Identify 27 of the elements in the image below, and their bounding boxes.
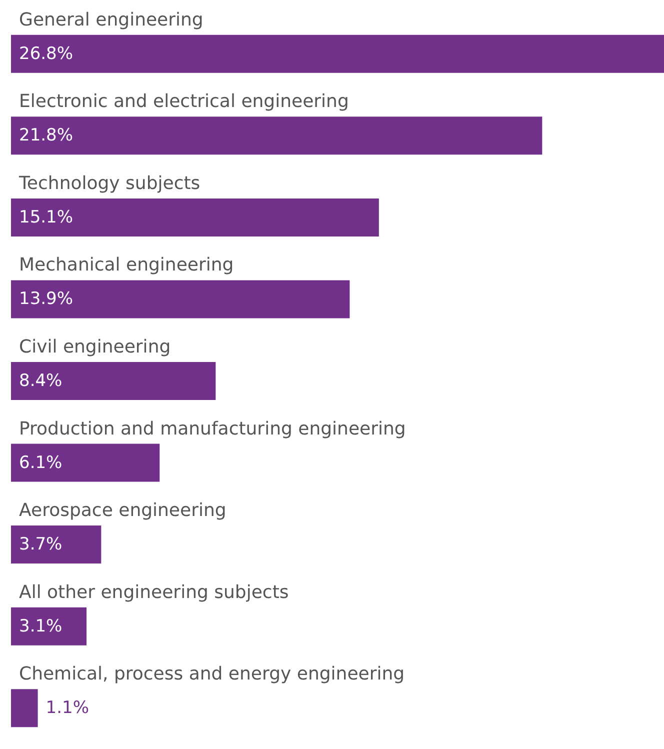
bar (11, 526, 102, 564)
y-tick-label: Electronic and electrical engineering (19, 91, 349, 112)
data-label: 21.8% (19, 126, 74, 146)
y-tick-label: Technology subjects (18, 172, 200, 194)
data-label: 8.4% (19, 371, 62, 391)
data-label: 6.1% (19, 452, 62, 473)
bar (11, 444, 160, 482)
data-label: 3.7% (19, 534, 62, 555)
data-label: 1.1% (46, 698, 90, 718)
data-label: 15.1% (19, 207, 74, 228)
data-label: 26.8% (19, 44, 74, 64)
bar (11, 280, 350, 318)
bar (11, 116, 542, 155)
data-label: 3.1% (19, 616, 62, 636)
y-tick-label: Chemical, process and energy engineering (19, 664, 405, 685)
y-tick-label: Mechanical engineering (19, 254, 234, 276)
y-tick-label: Aerospace engineering (19, 500, 226, 522)
y-tick-label: All other engineering subjects (19, 582, 289, 603)
y-tick-label: Production and manufacturing engineering (19, 418, 406, 440)
bar (11, 198, 379, 236)
bar (11, 34, 664, 73)
data-label: 13.9% (19, 289, 74, 310)
bar (11, 607, 87, 646)
y-tick-label: General engineering (19, 9, 204, 30)
bar (11, 689, 38, 728)
bar (11, 362, 216, 400)
y-tick-label: Civil engineering (19, 336, 171, 358)
